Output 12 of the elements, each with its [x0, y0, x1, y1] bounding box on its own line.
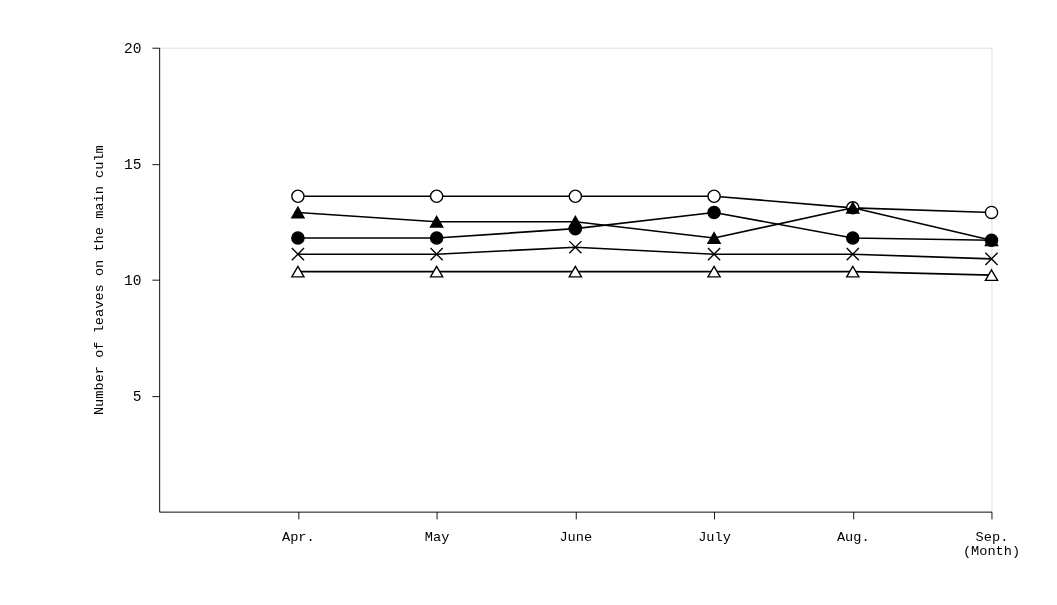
y-tick-label: 15	[123, 156, 142, 173]
x-tick-label: June	[559, 530, 593, 546]
y-tick-label: 20	[123, 40, 142, 57]
y-tick-label: 10	[123, 272, 142, 289]
x-tick-label: Sep.	[975, 530, 1009, 546]
text: (Month)	[962, 544, 1021, 560]
x-tick-label: Apr.	[282, 530, 315, 546]
y-axis-title: Number of leaves on the main culm	[92, 145, 108, 416]
x-tick-label: Aug.	[836, 530, 870, 546]
x-tick-label: May	[424, 530, 450, 546]
y-tick-label: 5	[132, 388, 142, 405]
x-tick-label: July	[698, 530, 731, 546]
